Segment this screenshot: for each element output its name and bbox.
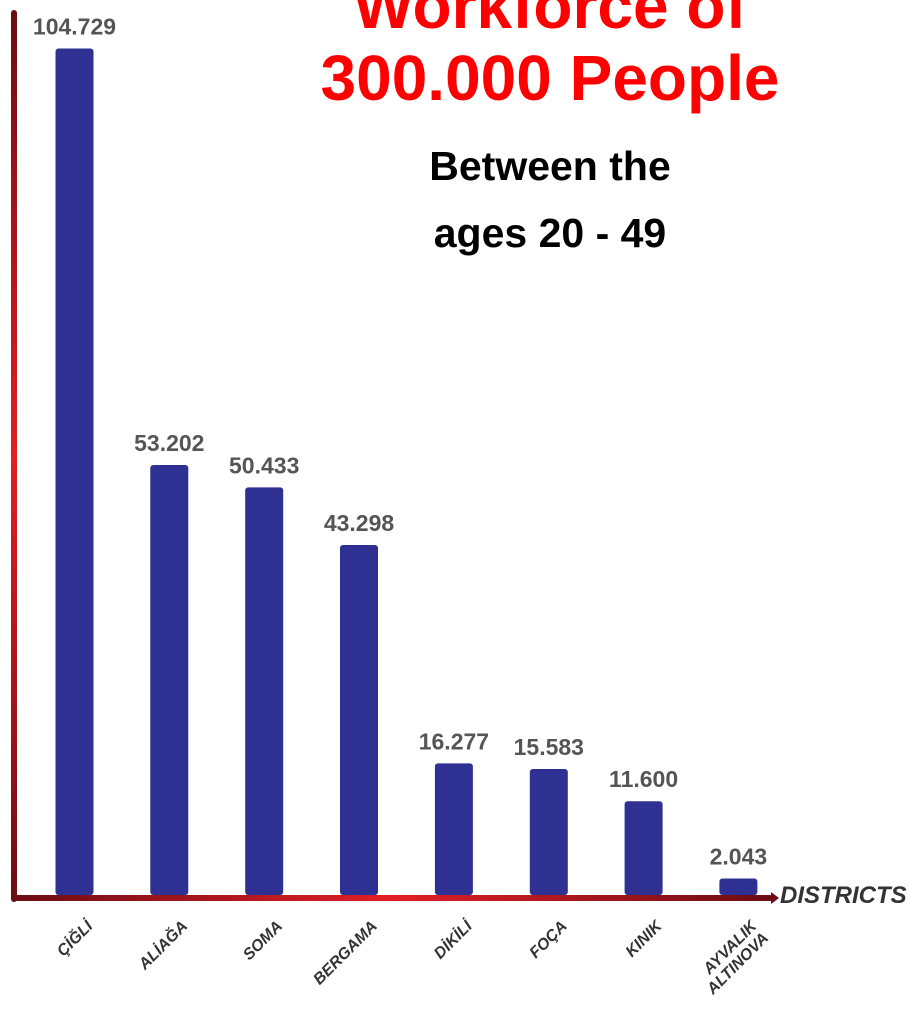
category-label: BERGAMA	[310, 918, 380, 988]
bar	[150, 465, 189, 895]
category-label: DİKİLİ	[430, 916, 477, 963]
bar	[434, 763, 473, 895]
category-label: SOMA	[240, 918, 286, 964]
x-axis-arrow-icon	[771, 892, 779, 904]
value-labels-group: 104.729 53.202 50.433 43.298 16.277 15.583 11.…	[33, 14, 767, 870]
bar-value-label: 53.202	[134, 430, 204, 456]
bar-value-label: 16.277	[419, 728, 489, 754]
chart-subtitle-line-2: ages 20 - 49	[433, 210, 667, 256]
category-label: ALİAĞA	[134, 916, 192, 974]
x-axis-label: DISTRICTS	[780, 882, 907, 909]
chart-title-line-2: 300.000 People	[320, 42, 780, 114]
bar-value-label: 15.583	[514, 734, 584, 760]
bar	[245, 487, 284, 895]
bar	[719, 878, 758, 895]
bar-value-label: 43.298	[324, 510, 395, 536]
category-label: FOÇA	[527, 918, 571, 962]
category-labels-group: ÇİĞLİ ALİAĞA SOMA BERGAMA DİKİLİ FOÇA KINIK AYV…	[53, 915, 773, 999]
bars-group	[55, 48, 758, 895]
bar-value-label: 50.433	[229, 452, 299, 478]
chart-title-line-1: Workforce of	[353, 0, 747, 42]
bar-value-label: 2.043	[710, 844, 768, 870]
bar	[624, 801, 663, 895]
category-label: AYVALIKALTINOVA	[691, 917, 773, 999]
chart-subtitle-line-1: Between the	[429, 143, 671, 189]
x-axis-line	[11, 895, 773, 901]
bar	[529, 769, 568, 895]
category-label: ÇİĞLİ	[53, 915, 98, 960]
bar	[55, 48, 94, 895]
bar	[340, 545, 378, 895]
bar-value-label: 11.600	[609, 766, 678, 792]
bar-value-label: 104.729	[33, 14, 116, 40]
y-axis-line	[11, 10, 17, 902]
category-label: KINIK	[623, 917, 667, 961]
